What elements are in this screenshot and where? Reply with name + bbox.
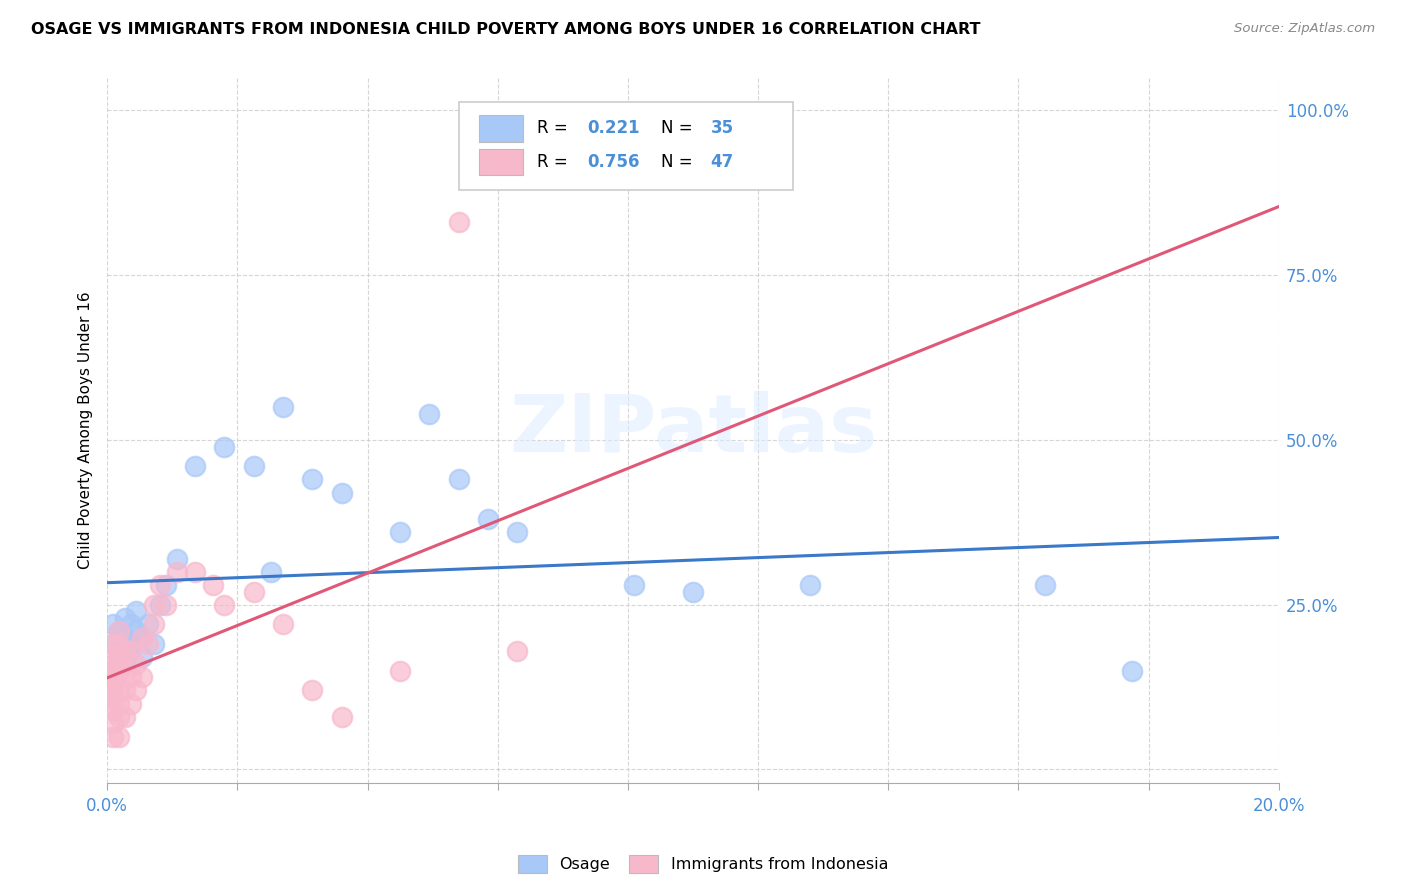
Point xyxy=(155,578,177,592)
Point xyxy=(389,664,412,678)
Point xyxy=(184,459,207,474)
Text: R =: R = xyxy=(537,120,574,137)
Point xyxy=(214,440,236,454)
Point xyxy=(155,598,177,612)
Point xyxy=(125,657,148,671)
Point xyxy=(108,730,131,744)
Bar xyxy=(478,149,523,176)
Point xyxy=(131,631,153,645)
Point xyxy=(143,617,166,632)
Point xyxy=(101,683,124,698)
Point xyxy=(125,624,148,638)
Point xyxy=(149,598,172,612)
Point xyxy=(108,644,131,658)
Point xyxy=(131,670,153,684)
Point xyxy=(108,710,131,724)
Point xyxy=(271,400,294,414)
Point xyxy=(120,617,142,632)
Point xyxy=(108,624,131,638)
Point xyxy=(330,710,353,724)
Text: 0.756: 0.756 xyxy=(588,153,640,171)
Point xyxy=(114,657,136,671)
Point xyxy=(101,703,124,717)
Point xyxy=(120,644,142,658)
Point xyxy=(101,650,124,665)
Point xyxy=(1121,664,1143,678)
Point xyxy=(143,637,166,651)
FancyBboxPatch shape xyxy=(458,102,793,190)
Text: R =: R = xyxy=(537,153,574,171)
Bar xyxy=(478,115,523,142)
Point xyxy=(166,551,188,566)
Point xyxy=(242,584,264,599)
Point xyxy=(101,637,124,651)
Point xyxy=(260,565,283,579)
Point xyxy=(477,512,499,526)
Point xyxy=(242,459,264,474)
Point xyxy=(108,683,131,698)
Point xyxy=(114,644,136,658)
Point xyxy=(101,637,124,651)
Point xyxy=(101,657,124,671)
Point xyxy=(143,598,166,612)
Point xyxy=(114,683,136,698)
Point xyxy=(330,485,353,500)
Point xyxy=(389,525,412,540)
Point xyxy=(101,730,124,744)
Text: ZIPatlas: ZIPatlas xyxy=(509,391,877,469)
Point xyxy=(506,644,529,658)
Legend: Osage, Immigrants from Indonesia: Osage, Immigrants from Indonesia xyxy=(512,848,894,880)
Point xyxy=(108,624,131,638)
Point xyxy=(101,664,124,678)
Point xyxy=(114,631,136,645)
Point xyxy=(108,664,131,678)
Point xyxy=(108,697,131,711)
Point xyxy=(101,697,124,711)
Point xyxy=(108,650,131,665)
Point xyxy=(120,670,142,684)
Point xyxy=(682,584,704,599)
Point xyxy=(131,631,153,645)
Point xyxy=(120,697,142,711)
Point xyxy=(418,407,440,421)
Point xyxy=(136,637,159,651)
Point xyxy=(623,578,645,592)
Point xyxy=(301,473,323,487)
Point xyxy=(214,598,236,612)
Point xyxy=(447,215,470,229)
Point xyxy=(184,565,207,579)
Text: 0.221: 0.221 xyxy=(588,120,640,137)
Point xyxy=(125,604,148,618)
Y-axis label: Child Poverty Among Boys Under 16: Child Poverty Among Boys Under 16 xyxy=(79,292,93,569)
Point xyxy=(101,716,124,731)
Point xyxy=(120,637,142,651)
Point xyxy=(149,578,172,592)
Point xyxy=(108,637,131,651)
Point xyxy=(301,683,323,698)
Point xyxy=(799,578,821,592)
Point xyxy=(114,664,136,678)
Text: N =: N = xyxy=(661,120,699,137)
Text: 47: 47 xyxy=(710,153,734,171)
Point xyxy=(271,617,294,632)
Text: 35: 35 xyxy=(710,120,734,137)
Point xyxy=(101,677,124,691)
Point xyxy=(125,683,148,698)
Point xyxy=(114,710,136,724)
Text: OSAGE VS IMMIGRANTS FROM INDONESIA CHILD POVERTY AMONG BOYS UNDER 16 CORRELATION: OSAGE VS IMMIGRANTS FROM INDONESIA CHILD… xyxy=(31,22,980,37)
Point xyxy=(166,565,188,579)
Text: N =: N = xyxy=(661,153,699,171)
Text: Source: ZipAtlas.com: Source: ZipAtlas.com xyxy=(1234,22,1375,36)
Point xyxy=(506,525,529,540)
Point xyxy=(101,670,124,684)
Point xyxy=(136,617,159,632)
Point xyxy=(131,650,153,665)
Point xyxy=(201,578,224,592)
Point xyxy=(101,690,124,704)
Point xyxy=(1033,578,1056,592)
Point xyxy=(447,473,470,487)
Point xyxy=(101,617,124,632)
Point xyxy=(114,611,136,625)
